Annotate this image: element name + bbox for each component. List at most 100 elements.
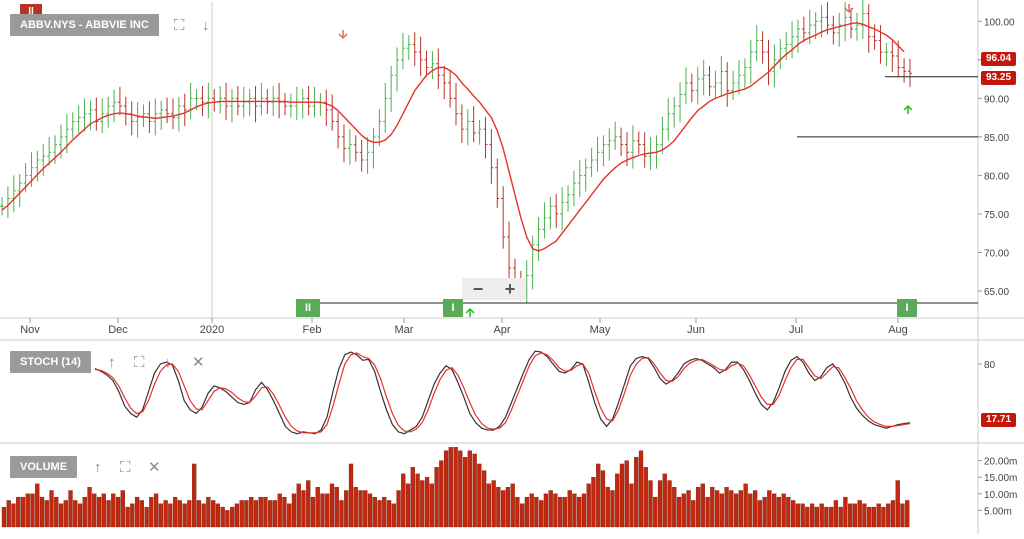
volume-bar [358, 490, 363, 528]
volume-bar [405, 483, 411, 528]
volume-bar [420, 480, 425, 528]
volume-bar [429, 483, 434, 528]
volume-bar [96, 496, 102, 528]
volume-bar [439, 460, 444, 528]
volume-bar [134, 496, 140, 528]
volume-bar [125, 506, 130, 528]
price-tick-label: 90.00 [984, 94, 1009, 105]
volume-bar [415, 473, 420, 528]
volume-bar [239, 500, 244, 528]
volume-bar [130, 503, 135, 528]
volume-bar [752, 490, 758, 528]
buy-arrow-icon [903, 104, 913, 114]
ma-line [1, 22, 905, 252]
expand-icon[interactable]: ⛶ [120, 459, 131, 476]
volume-bar [886, 503, 891, 528]
volume-bar [890, 500, 896, 528]
volume-bar [548, 490, 553, 528]
volume-bar [757, 500, 762, 528]
volume-bar [301, 490, 306, 528]
x-tick-label: Feb [303, 324, 322, 336]
price-tick-label: 65.00 [984, 287, 1009, 298]
volume-bar [187, 500, 192, 528]
event-marker-second[interactable]: I [443, 299, 463, 317]
x-tick-label: Mar [395, 324, 414, 336]
volume-bar [196, 500, 202, 528]
last-price-box: 93.25 [981, 71, 1017, 85]
volume-bar [510, 483, 515, 528]
stoch-tick-label: 80 [984, 360, 996, 371]
volume-bar [695, 487, 701, 528]
volume-bar [182, 503, 187, 528]
close-icon[interactable]: ✕ [148, 459, 161, 476]
volume-bar [372, 496, 377, 528]
price-tick-label: 75.00 [984, 210, 1009, 221]
volume-bar [163, 500, 168, 528]
arrow-down-icon[interactable]: ↓ [202, 17, 210, 34]
volume-bar [871, 506, 877, 528]
arrow-down-icon[interactable]: ↓ [164, 354, 172, 371]
volume-bar [829, 506, 834, 528]
volume-bar [249, 496, 254, 528]
volume-bar [172, 496, 178, 528]
volume-bar [253, 500, 259, 528]
volume-bar [201, 503, 206, 528]
volume-bar [220, 506, 225, 528]
volume-bar [905, 500, 910, 528]
volume-bar [111, 493, 116, 528]
volume-label[interactable]: VOLUME [10, 456, 78, 478]
sell-arrow-icon [338, 30, 348, 40]
volume-bar [848, 503, 853, 528]
volume-bar [87, 487, 92, 528]
volume-bar [843, 496, 848, 528]
event-marker-first[interactable]: II [296, 299, 320, 317]
volume-bar [520, 503, 525, 528]
volume-bar [472, 453, 477, 528]
event-marker-third[interactable]: I [897, 299, 917, 317]
volume-bar [44, 500, 49, 528]
x-tick-label: Nov [20, 324, 40, 336]
volume-bar [139, 500, 144, 528]
volume-bar [230, 506, 235, 528]
stoch-label[interactable]: STOCH (14) [10, 351, 91, 373]
arrow-up-icon[interactable]: ↑ [108, 354, 116, 371]
volume-bar [16, 496, 21, 528]
volume-bar [11, 503, 16, 528]
volume-bar [534, 496, 539, 528]
volume-bar [58, 503, 64, 528]
volume-tick-label: 5.00m [984, 506, 1012, 517]
sell-arrow-icon [844, 4, 854, 14]
volume-bar [310, 496, 316, 528]
volume-bar [244, 500, 249, 528]
volume-bar [68, 490, 73, 528]
volume-bar [320, 493, 325, 528]
volume-bar [63, 500, 68, 528]
zoom-out-button[interactable]: − [472, 279, 484, 299]
volume-bar [1, 506, 7, 528]
volume-bar [73, 500, 78, 528]
volume-bar [453, 447, 458, 528]
stoch-d-line [94, 352, 911, 434]
arrow-up-icon[interactable]: ↑ [94, 459, 102, 476]
zoom-in-button[interactable]: + [504, 279, 516, 299]
volume-bar [619, 463, 625, 528]
volume-bar [458, 450, 463, 528]
expand-icon[interactable]: ⛶ [174, 17, 185, 34]
volume-bar [296, 483, 301, 528]
volume-bar [401, 473, 406, 528]
volume-bar [149, 496, 154, 528]
volume-bar [686, 490, 691, 528]
x-tick-label: May [590, 324, 611, 336]
close-icon[interactable]: ✕ [192, 354, 205, 371]
volume-bar [638, 450, 644, 528]
x-tick-label: Apr [493, 324, 510, 336]
volume-bar [558, 496, 563, 528]
expand-icon[interactable]: ⛶ [134, 354, 145, 371]
symbol-label[interactable]: ABBV.NYS - ABBVIE INC [10, 14, 159, 36]
volume-bar [771, 493, 777, 528]
volume-bar [448, 447, 453, 528]
volume-bar [577, 496, 582, 528]
volume-bar [729, 490, 734, 528]
volume-bar [49, 490, 54, 528]
